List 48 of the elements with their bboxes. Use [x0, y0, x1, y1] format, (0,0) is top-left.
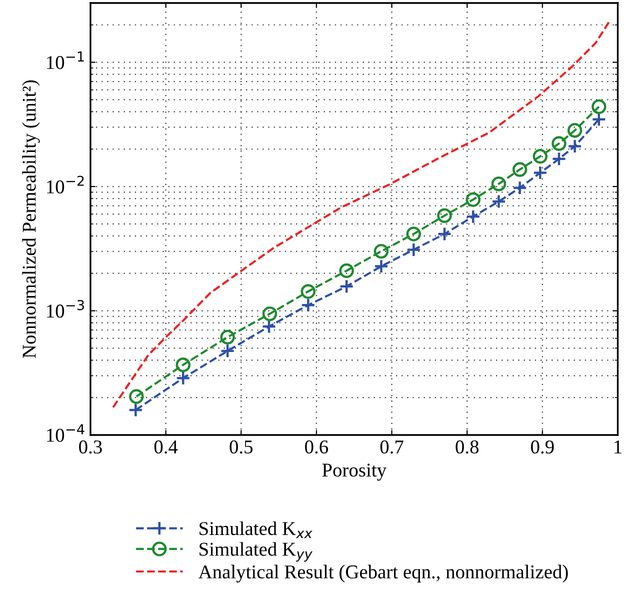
point [406, 242, 421, 258]
point [262, 319, 276, 334]
point [592, 112, 606, 127]
point [339, 279, 354, 294]
point [466, 209, 480, 224]
point [552, 151, 566, 166]
y-tick-label: 10$^{−1}$ [47, 52, 84, 70]
y-axis-title: Nonnormalized Permeability (unit²) [22, 80, 40, 358]
point [567, 138, 582, 154]
point [262, 306, 278, 322]
point [592, 99, 606, 114]
x-tick-label: 0.4 [154, 440, 178, 454]
point [532, 165, 548, 180]
point [129, 389, 144, 404]
point [512, 180, 528, 196]
x-tick-label: 0.9 [531, 440, 554, 454]
point [466, 192, 480, 207]
point [491, 176, 506, 192]
point [437, 208, 452, 223]
legend-label: Analytical Result (Gebart eqn., nonnormalized) [198, 564, 568, 582]
point [512, 162, 528, 177]
x-axis-title: Porosity [322, 464, 386, 481]
point [128, 402, 144, 418]
point [220, 344, 235, 358]
point [491, 194, 506, 209]
legend-label: Simulated K$_{yy}$ [200, 542, 312, 562]
point [437, 226, 452, 242]
x-tick-label: 0.3 [79, 440, 102, 454]
point [300, 298, 316, 312]
x-tick-label: 0.8 [456, 440, 479, 454]
point [552, 136, 566, 151]
x-tick-label: 0.5 [230, 440, 253, 454]
point [567, 123, 582, 138]
x-tick-label: 0.7 [380, 440, 404, 454]
x-tick-label: 1 [614, 440, 622, 454]
point [374, 258, 389, 274]
point [339, 263, 354, 278]
y-tick-label: 10$^{−2}$ [47, 176, 84, 194]
point [532, 148, 548, 164]
point [406, 226, 421, 242]
point [176, 357, 190, 372]
x-tick-label: 0.6 [305, 440, 328, 454]
point [220, 330, 235, 345]
legend-label: Simulated K$_{xx}$ [200, 521, 312, 538]
point [176, 370, 190, 386]
point [300, 284, 316, 299]
point [374, 244, 389, 259]
y-tick-label: 10$^{−3}$ [47, 300, 84, 318]
